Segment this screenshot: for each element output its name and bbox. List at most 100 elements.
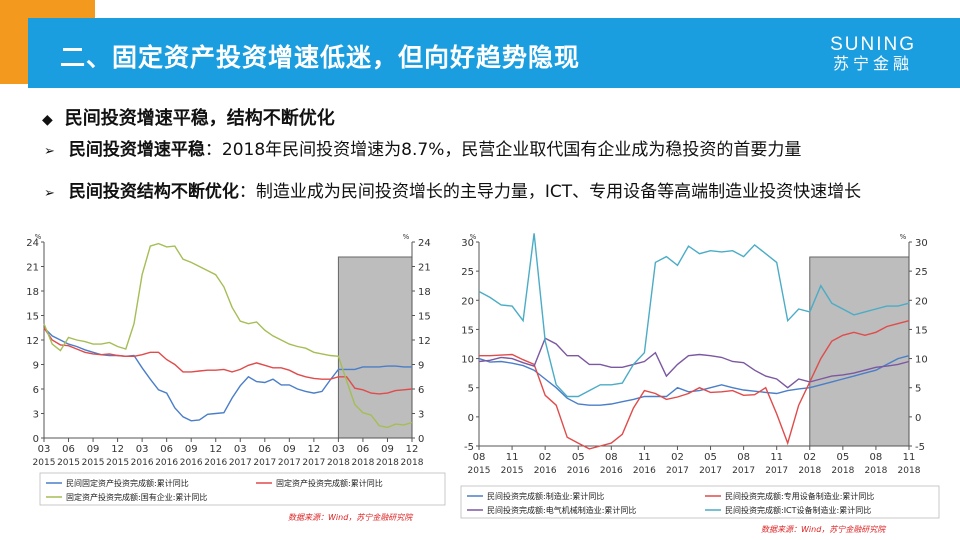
unit-label-right: % xyxy=(403,233,410,241)
data-source-note: 数据来源：Wind，苏宁金融研究院 xyxy=(761,525,887,534)
unit-label-left: % xyxy=(470,233,477,241)
legend-box xyxy=(460,485,940,519)
x-tick-year-label: 2017 xyxy=(253,458,276,468)
legend-label: 固定资产投资完成额:国有企业:累计同比 xyxy=(66,492,207,502)
y-tick-label-right: 25 xyxy=(915,267,928,278)
x-tick-year-label: 2017 xyxy=(302,458,325,468)
x-tick-year-label: 2018 xyxy=(376,458,399,468)
diamond-bullet-icon: ◆ xyxy=(42,112,53,128)
logo-text-cn: 苏宁金融 xyxy=(833,54,914,73)
legend-box xyxy=(39,472,446,506)
y-tick-label-left: 6 xyxy=(33,385,39,396)
y-tick-label-right: 0 xyxy=(915,413,921,424)
x-tick-month-label: 05 xyxy=(704,452,717,463)
x-tick-year-label: 2017 xyxy=(666,466,689,476)
series-line-2 xyxy=(43,327,413,395)
x-tick-month-label: 02 xyxy=(539,452,552,463)
legend-label: 民间投资完成额:ICT设备制造业:累计同比 xyxy=(725,505,871,515)
series-line-2 xyxy=(479,320,910,450)
y-tick-label-left: 0 xyxy=(33,434,39,445)
series-line-1 xyxy=(43,327,412,422)
x-tick-month-label: 12 xyxy=(307,444,320,455)
y-tick-label-right: 15 xyxy=(418,312,431,323)
y-tick-label-left: 10 xyxy=(461,355,474,366)
y-tick-label-right: 21 xyxy=(418,263,431,274)
y-tick-label-left: 0 xyxy=(468,413,474,424)
x-tick-month-label: 11 xyxy=(638,452,651,463)
y-tick-label-right: 24 xyxy=(418,238,431,249)
chart-manufacturing-investment: %% -5 -5 0 0 5 5 10 10 15 15 20 20 25 25 30 30 08 2015 11 20… xyxy=(455,228,945,540)
x-tick-year-label: 2018 xyxy=(327,458,350,468)
x-tick-year-label: 2016 xyxy=(155,458,178,468)
legend-label: 固定资产投资完成额:累计同比 xyxy=(276,478,383,488)
y-tick-label-right: 20 xyxy=(915,296,928,307)
x-tick-year-label: 2017 xyxy=(229,458,252,468)
x-tick-month-label: 08 xyxy=(737,452,750,463)
y-tick-label-left: 15 xyxy=(26,312,39,323)
legend-label: 民间投资完成额:专用设备制造业:累计同比 xyxy=(725,491,874,501)
x-tick-month-label: 03 xyxy=(38,444,51,455)
sub-bullet-2-text: ：制造业成为民间投资增长的主导力量，ICT、专用设备等高端制造业投资快速增长 xyxy=(238,182,862,202)
y-tick-label-right: 0 xyxy=(418,434,424,445)
x-tick-year-label: 2016 xyxy=(180,458,203,468)
x-tick-year-label: 2017 xyxy=(699,466,722,476)
unit-label-right: % xyxy=(900,233,907,241)
x-tick-month-label: 09 xyxy=(87,444,100,455)
x-tick-month-label: 06 xyxy=(160,444,173,455)
x-tick-month-label: 03 xyxy=(136,444,149,455)
y-tick-label-right: 30 xyxy=(915,238,928,249)
x-tick-month-label: 05 xyxy=(836,452,849,463)
sub-bullet-2-bold: 民间投资结构不断优化 xyxy=(68,182,239,202)
main-bullet-text: 民间投资增速平稳，结构不断优化 xyxy=(64,108,335,129)
x-tick-year-label: 2016 xyxy=(204,458,227,468)
y-tick-label-left: 9 xyxy=(33,361,39,372)
x-tick-month-label: 08 xyxy=(473,452,486,463)
suning-logo: SUNING 苏宁金融 xyxy=(830,35,916,73)
x-tick-year-label: 2018 xyxy=(864,466,887,476)
x-tick-year-label: 2017 xyxy=(765,466,788,476)
x-tick-month-label: 06 xyxy=(357,444,370,455)
y-tick-label-right: 10 xyxy=(915,355,928,366)
legend-label: 民间投资完成额:制造业:累计同比 xyxy=(487,491,604,501)
y-tick-label-left: 24 xyxy=(26,238,39,249)
y-tick-label-right: 18 xyxy=(418,287,431,298)
chart-investment-growth: %% 0 0 3 3 6 6 9 9 12 12 15 15 18 18 21 21 24 24 03 2015 06 20… xyxy=(8,228,448,528)
y-tick-label-left: 15 xyxy=(461,325,474,336)
x-tick-year-label: 2016 xyxy=(600,466,623,476)
y-tick-label-right: 6 xyxy=(418,385,424,396)
y-tick-label-right: -5 xyxy=(915,442,925,453)
logo-text-en: SUNING xyxy=(830,34,916,55)
x-tick-month-label: 09 xyxy=(283,444,296,455)
legend-label: 民间固定资产投资完成额:累计同比 xyxy=(66,478,189,488)
x-tick-month-label: 09 xyxy=(185,444,198,455)
x-tick-month-label: 12 xyxy=(406,444,419,455)
y-tick-label-left: -5 xyxy=(464,442,474,453)
x-tick-month-label: 11 xyxy=(506,452,519,463)
y-tick-label-left: 25 xyxy=(461,267,474,278)
x-tick-month-label: 05 xyxy=(572,452,585,463)
x-tick-year-label: 2015 xyxy=(82,458,105,468)
x-tick-year-label: 2018 xyxy=(831,466,854,476)
x-tick-year-label: 2016 xyxy=(567,466,590,476)
sub-bullet-1: ➢ 民间投资增速平稳：2018年民间投资增速为8.7%，民营企业取代国有企业成为稳… xyxy=(44,135,801,160)
series-line-3 xyxy=(43,242,413,429)
unit-label-left: % xyxy=(35,233,42,241)
x-tick-month-label: 12 xyxy=(209,444,222,455)
arrow-bullet-icon: ➢ xyxy=(44,186,55,201)
x-tick-year-label: 2017 xyxy=(732,466,755,476)
x-tick-month-label: 09 xyxy=(381,444,394,455)
legend-label: 民间投资完成额:电气机械制造业:累计同比 xyxy=(487,505,636,515)
y-tick-label-left: 30 xyxy=(461,238,474,249)
x-tick-month-label: 03 xyxy=(234,444,247,455)
x-tick-year-label: 2018 xyxy=(401,458,424,468)
x-tick-year-label: 2015 xyxy=(106,458,129,468)
arrow-bullet-icon: ➢ xyxy=(44,144,55,159)
y-tick-label-left: 20 xyxy=(461,296,474,307)
series-line-3 xyxy=(478,337,910,389)
sub-bullet-1-text: ：2018年民间投资增速为8.7%，民营企业取代国有企业成为稳投资的首要力量 xyxy=(204,140,802,160)
y-tick-label-right: 12 xyxy=(418,336,431,347)
x-tick-month-label: 11 xyxy=(903,452,916,463)
x-tick-month-label: 02 xyxy=(671,452,684,463)
x-tick-year-label: 2018 xyxy=(898,466,921,476)
